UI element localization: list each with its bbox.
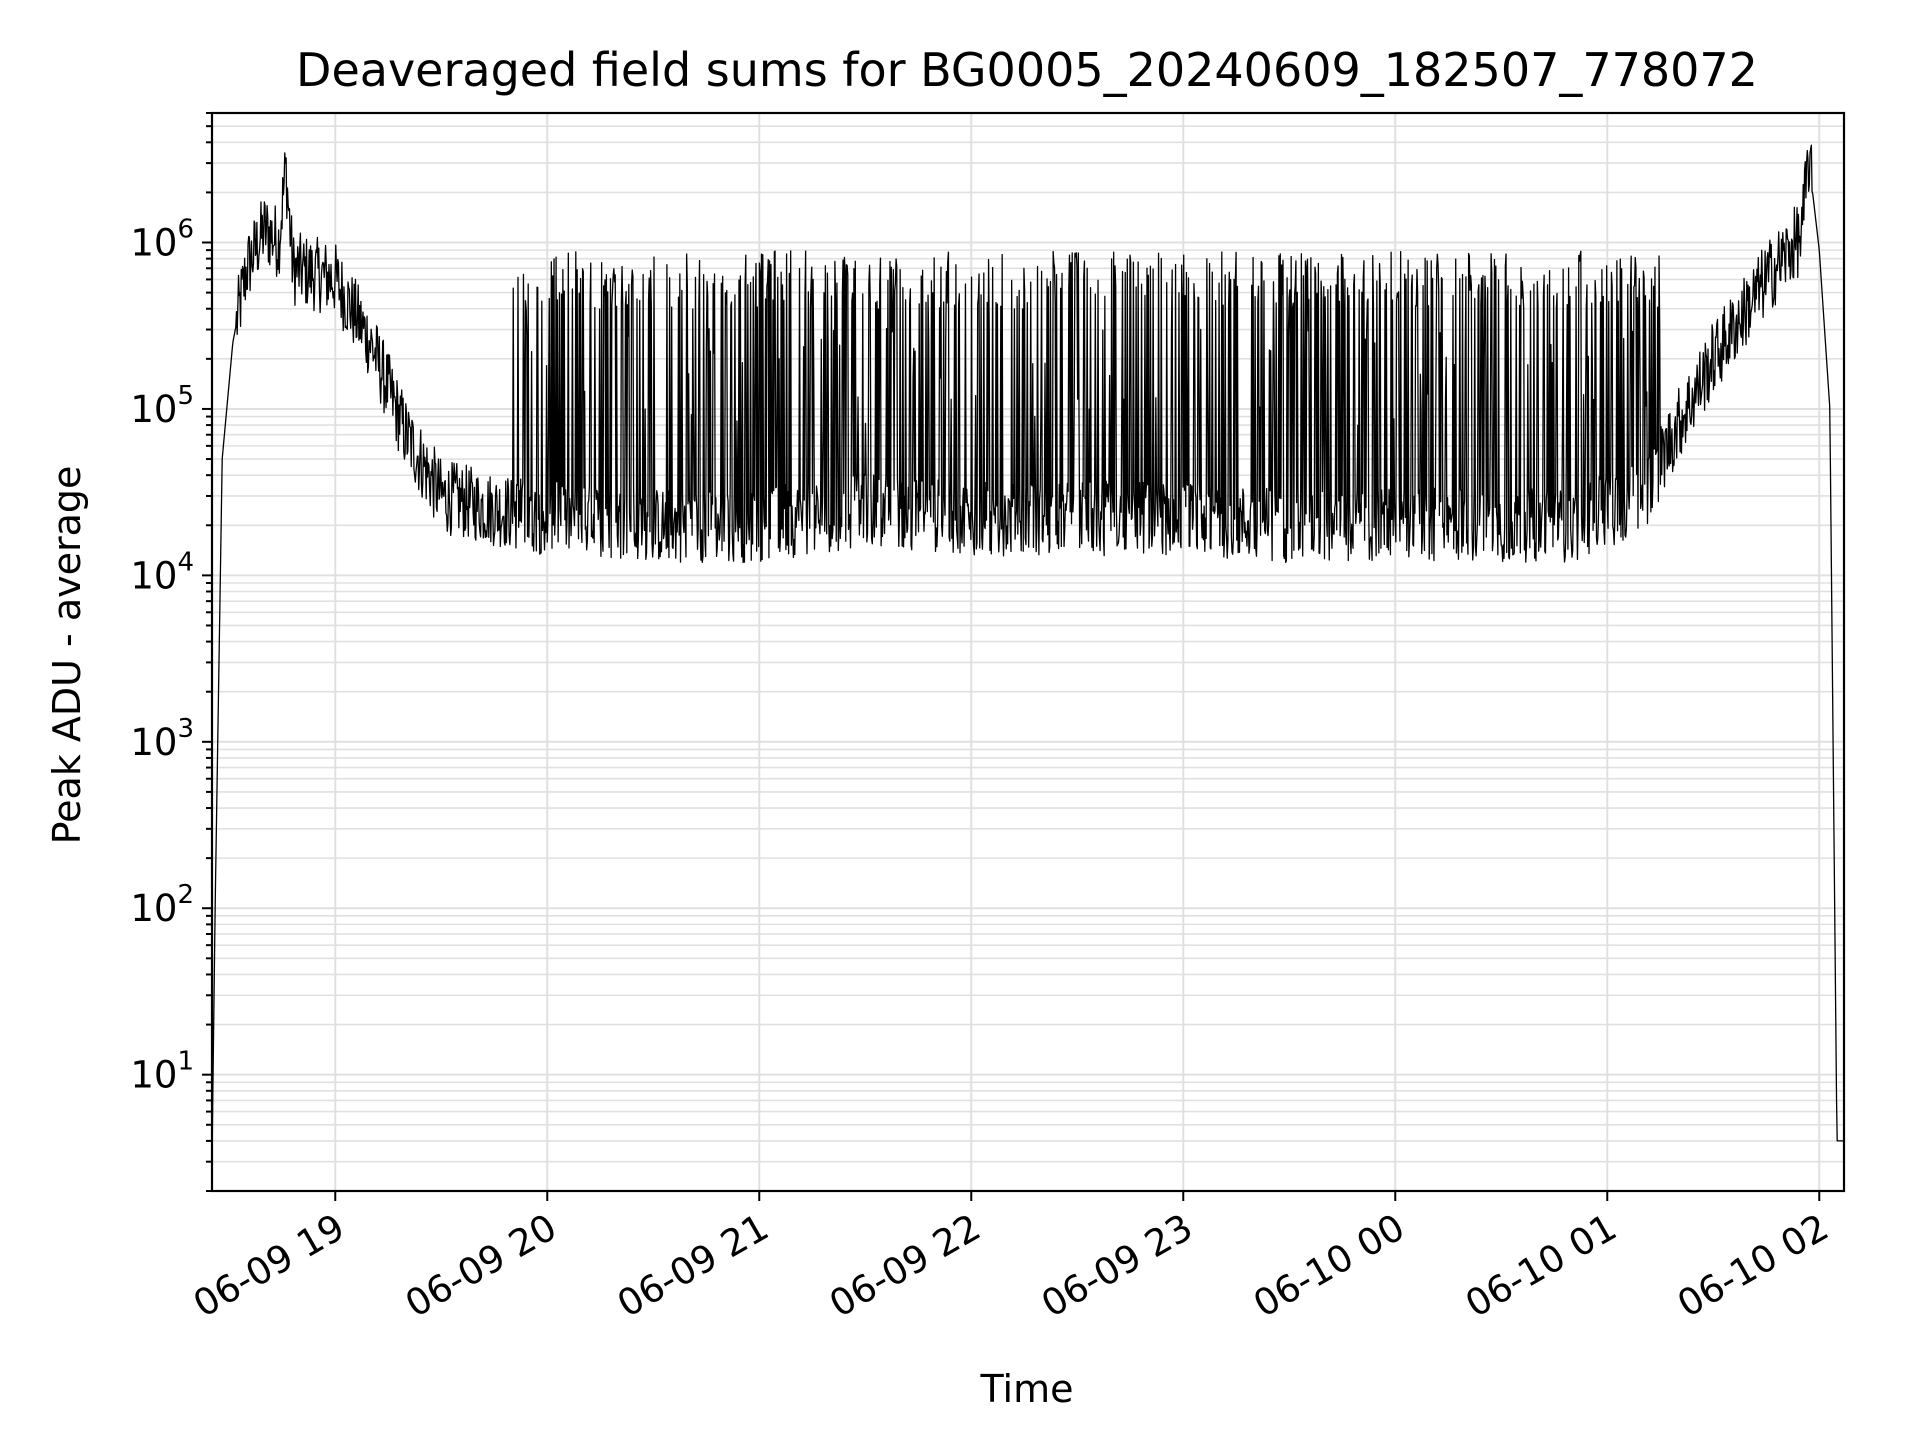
y-tick-exponent: 3: [177, 714, 194, 744]
series-line: [211, 144, 1844, 1162]
data-series: [211, 144, 1844, 1162]
y-tick-base: 10: [130, 388, 177, 431]
grid-lines: [212, 112, 1844, 1192]
y-tick-base: 10: [130, 887, 177, 930]
y-tick-base: 10: [130, 1054, 177, 1097]
y-tick-exponent: 4: [177, 547, 194, 577]
y-tick-base: 10: [130, 222, 177, 265]
y-tick-label: 106: [130, 215, 194, 265]
y-axis-label: Peak ADU - average: [45, 466, 89, 845]
chart-title: Deaveraged field sums for BG0005_2024060…: [296, 43, 1758, 97]
x-axis-label: Time: [980, 1367, 1074, 1411]
y-tick-label: 101: [130, 1047, 194, 1097]
y-tick-label: 105: [130, 381, 194, 431]
y-tick-exponent: 1: [177, 1047, 194, 1077]
y-tick-exponent: 2: [177, 880, 194, 910]
y-tick-exponent: 5: [177, 381, 194, 411]
y-tick-exponent: 6: [177, 215, 194, 245]
y-tick-base: 10: [130, 554, 177, 597]
plot-frame: [210, 111, 1846, 1193]
y-tick-label: 102: [130, 880, 194, 930]
y-tick-label: 103: [130, 714, 194, 764]
y-tick-label: 104: [130, 547, 194, 597]
y-tick-base: 10: [130, 721, 177, 764]
